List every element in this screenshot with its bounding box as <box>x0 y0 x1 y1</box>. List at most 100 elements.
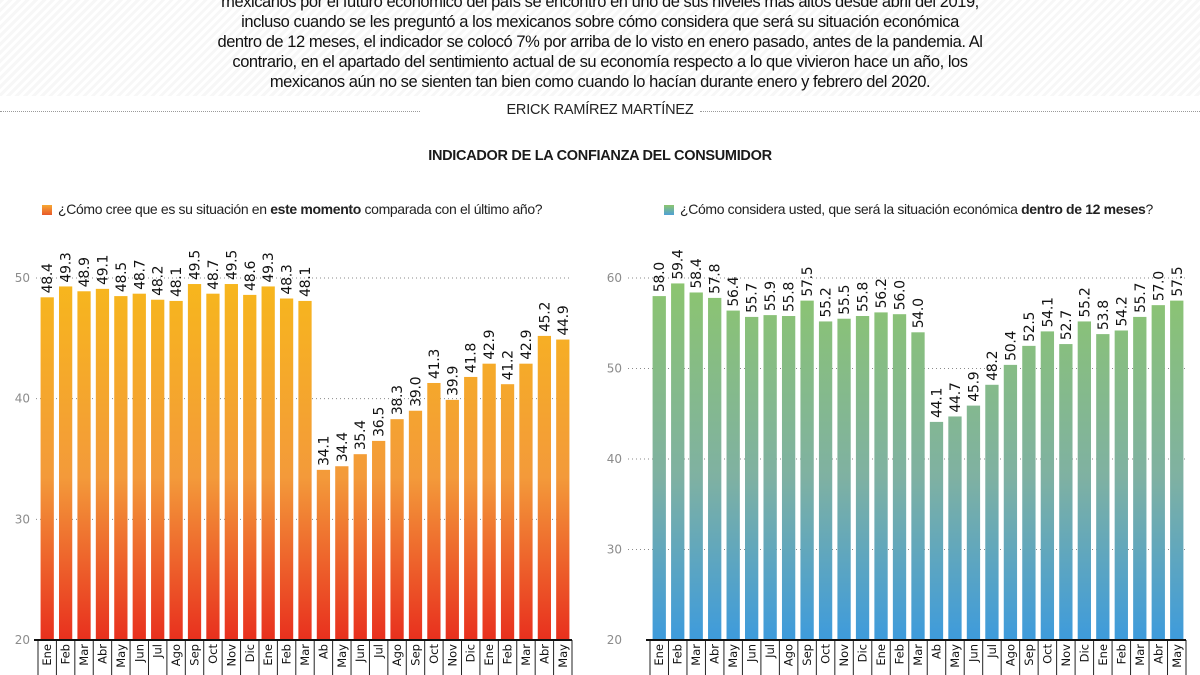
bar <box>132 293 146 640</box>
x-tick-label: Feb <box>893 644 907 664</box>
bar <box>837 318 851 640</box>
x-tick-label: Feb <box>59 644 73 664</box>
x-tick-label: Mar <box>519 644 533 666</box>
bar-value-label: 44.7 <box>948 382 964 412</box>
bar-value-label: 48.2 <box>151 266 167 296</box>
bar <box>708 297 722 640</box>
bar <box>151 299 165 640</box>
x-tick-label: Ago <box>390 644 404 666</box>
x-tick-label: Nov <box>224 644 238 667</box>
x-tick-label: May <box>948 644 962 668</box>
intro-background <box>0 0 1200 96</box>
bar-value-label: 41.8 <box>464 343 480 373</box>
bar <box>279 298 294 640</box>
chart-12-month-outlook: 20 30 40 50 60 58.0 Ene 59.4 Feb 58.4 Mar 57.8 Abr 56… <box>607 249 1187 675</box>
bar <box>427 382 441 640</box>
bar-value-label: 48.7 <box>206 260 222 290</box>
x-tick-label: Oct <box>427 644 441 664</box>
bar <box>95 288 110 640</box>
bar <box>372 440 386 640</box>
bar <box>519 363 533 640</box>
bar <box>169 300 183 640</box>
bar-value-label: 39.9 <box>445 366 461 396</box>
legend-right-suffix: ? <box>1145 201 1154 217</box>
bar <box>689 292 703 640</box>
bar-value-label: 55.2 <box>819 287 835 317</box>
legend-left: ¿Cómo cree que es su situación en este m… <box>42 201 543 217</box>
bar-value-label: 48.1 <box>169 267 185 297</box>
bar <box>745 316 759 640</box>
x-tick-label: May <box>1170 644 1184 668</box>
bar-value-label: 49.5 <box>188 250 204 280</box>
x-tick-label: Jun <box>745 644 759 663</box>
x-tick-label: Jun <box>353 644 367 663</box>
bar-value-label: 41.3 <box>427 349 443 379</box>
x-tick-label: Sep <box>800 644 814 666</box>
intro-line: contrario, en el apartado del sentimient… <box>232 53 968 71</box>
x-tick-label: Jul <box>151 644 165 659</box>
bar <box>187 284 202 640</box>
bar-value-label: 48.4 <box>40 263 56 293</box>
y-tick-label: 50 <box>607 362 622 376</box>
bar-value-label: 39.0 <box>408 377 424 407</box>
x-tick-label: Sep <box>1022 644 1036 666</box>
bar-value-label: 34.1 <box>316 436 332 466</box>
bar <box>652 296 666 640</box>
bar-value-label: 41.2 <box>501 350 517 380</box>
bar <box>298 300 312 640</box>
bar <box>1003 364 1018 640</box>
bar <box>408 410 423 640</box>
bar <box>40 297 54 640</box>
byline-divider-right <box>700 111 1200 112</box>
bar-value-label: 55.5 <box>837 285 853 315</box>
bar <box>114 296 128 640</box>
x-tick-label: Ago <box>1003 644 1017 666</box>
bar <box>445 399 459 640</box>
x-tick-label: Mar <box>77 644 91 666</box>
x-tick-label: Jul <box>763 644 777 659</box>
x-tick-label: May <box>335 644 349 668</box>
bar-value-label: 57.5 <box>800 267 816 297</box>
intro-line: incluso cuando se les preguntó a los mex… <box>241 13 959 31</box>
byline: ERICK RAMÍREZ MARTÍNEZ <box>506 102 694 118</box>
bar-value-label: 45.9 <box>966 372 982 402</box>
x-tick-label: Sep <box>188 644 202 666</box>
bar-value-label: 56.4 <box>726 276 742 306</box>
x-tick-label: Dic <box>1077 644 1091 662</box>
bar <box>800 300 814 640</box>
bar <box>892 314 907 640</box>
x-tick-label: May <box>556 644 570 668</box>
bar-value-label: 48.6 <box>243 261 259 291</box>
bar-value-label: 57.5 <box>1170 267 1186 297</box>
byline-divider-left <box>0 111 420 112</box>
bar <box>537 335 552 640</box>
x-tick-label: Feb <box>280 644 294 664</box>
bar-value-label: 59.4 <box>671 249 687 279</box>
bar-value-label: 48.1 <box>298 267 314 297</box>
bar <box>911 332 925 640</box>
bar <box>671 283 685 640</box>
x-tick-label: Feb <box>671 644 685 664</box>
intro-line: dentro de 12 meses, el indicador se colo… <box>217 33 983 51</box>
bar <box>1151 305 1165 640</box>
bar <box>929 421 944 640</box>
bar <box>763 315 777 640</box>
bar <box>966 405 981 640</box>
x-tick-label: Ene <box>40 644 54 666</box>
bar-value-label: 36.5 <box>372 407 388 437</box>
bar-value-label: 56.2 <box>874 278 890 308</box>
bar-value-label: 48.2 <box>985 351 1001 381</box>
bar-value-label: 58.4 <box>689 258 705 288</box>
bar-value-label: 52.7 <box>1059 310 1075 340</box>
byline-row: ERICK RAMÍREZ MARTÍNEZ <box>0 100 1200 124</box>
bar-value-label: 57.0 <box>1151 271 1167 301</box>
bar <box>1114 330 1128 640</box>
bar-value-label: 52.5 <box>1022 312 1038 342</box>
bar <box>335 466 349 640</box>
bar <box>556 339 570 640</box>
y-tick-label: 20 <box>15 633 30 647</box>
x-tick-label: Jul <box>985 644 999 659</box>
bar-value-label: 35.4 <box>353 420 369 450</box>
bar-value-label: 48.3 <box>280 265 296 295</box>
bar <box>77 291 91 640</box>
